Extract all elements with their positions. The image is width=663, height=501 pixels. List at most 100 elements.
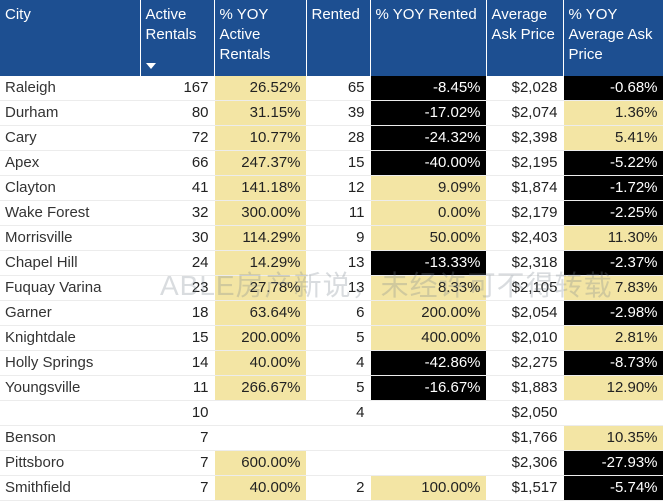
cell-active-rentals: 24 [140, 250, 215, 276]
table-row[interactable]: Benson 7 $1,766 10.35% [0, 425, 663, 451]
cell-yoy-average-ask-price [563, 400, 663, 426]
cell-active-rentals: 30 [140, 225, 215, 251]
cell-yoy-active-rentals [214, 400, 307, 426]
cell-city [0, 400, 141, 426]
cell-yoy-rented [370, 400, 487, 426]
cell-yoy-rented: 9.09% [370, 175, 487, 201]
cell-active-rentals: 32 [140, 200, 215, 226]
header-rented[interactable]: Rented [306, 0, 371, 76]
table-row[interactable]: Knightdale 15 200.00% 5 400.00% $2,010 2.81% [0, 325, 663, 351]
cell-rented: 13 [306, 250, 371, 276]
cell-active-rentals: 72 [140, 125, 215, 151]
table-row[interactable]: Smithfield 7 40.00% 2 100.00% $1,517 -5.74% [0, 475, 663, 501]
cell-yoy-average-ask-price: -2.37% [563, 250, 663, 276]
cell-yoy-active-rentals: 63.64% [214, 300, 307, 326]
table-row[interactable]: Durham 80 31.15% 39 -17.02% $2,074 1.36% [0, 100, 663, 126]
cell-yoy-average-ask-price: -2.98% [563, 300, 663, 326]
cell-rented: 4 [306, 400, 371, 426]
header-row: City Active Rentals % YOY Active Rentals… [0, 0, 663, 76]
cell-city: Garner [0, 300, 141, 326]
cell-city: Smithfield [0, 475, 141, 501]
cell-rented: 6 [306, 300, 371, 326]
cell-average-ask-price: $2,050 [486, 400, 564, 426]
cell-average-ask-price: $2,403 [486, 225, 564, 251]
header-yoy-average-ask-price[interactable]: % YOY Average Ask Price [563, 0, 663, 76]
cell-rented [306, 450, 371, 476]
table-row[interactable]: Youngsville 11 266.67% 5 -16.67% $1,883 12.90% [0, 375, 663, 401]
cell-city: Holly Springs [0, 350, 141, 376]
cell-rented: 4 [306, 350, 371, 376]
table-row[interactable]: Fuquay Varina 23 27.78% 13 8.33% $2,105 7.83% [0, 275, 663, 301]
header-yoy-active-rentals[interactable]: % YOY Active Rentals [214, 0, 307, 76]
cell-rented: 65 [306, 76, 371, 101]
cell-rented: 12 [306, 175, 371, 201]
cell-yoy-average-ask-price: 11.30% [563, 225, 663, 251]
cell-average-ask-price: $1,883 [486, 375, 564, 401]
cell-active-rentals: 11 [140, 375, 215, 401]
table-row[interactable]: Chapel Hill 24 14.29% 13 -13.33% $2,318 -2.37% [0, 250, 663, 276]
cell-city: Cary [0, 125, 141, 151]
table-row[interactable]: Clayton 41 141.18% 12 9.09% $1,874 -1.72% [0, 175, 663, 201]
cell-yoy-rented: -24.32% [370, 125, 487, 151]
header-active-rentals[interactable]: Active Rentals [140, 0, 215, 76]
cell-yoy-active-rentals: 247.37% [214, 150, 307, 176]
cell-yoy-active-rentals: 200.00% [214, 325, 307, 351]
table-row[interactable]: 10 4 $2,050 [0, 400, 663, 426]
cell-yoy-active-rentals: 27.78% [214, 275, 307, 301]
cell-yoy-rented: -8.45% [370, 76, 487, 101]
cell-yoy-rented: -16.67% [370, 375, 487, 401]
cell-active-rentals: 14 [140, 350, 215, 376]
cell-yoy-average-ask-price: 12.90% [563, 375, 663, 401]
cell-rented: 39 [306, 100, 371, 126]
cell-rented: 5 [306, 375, 371, 401]
table-row[interactable]: Wake Forest 32 300.00% 11 0.00% $2,179 -2.25% [0, 200, 663, 226]
cell-city: Knightdale [0, 325, 141, 351]
cell-rented: 5 [306, 325, 371, 351]
cell-yoy-average-ask-price: -2.25% [563, 200, 663, 226]
cell-average-ask-price: $2,074 [486, 100, 564, 126]
cell-yoy-active-rentals: 26.52% [214, 76, 307, 101]
cell-average-ask-price: $2,195 [486, 150, 564, 176]
cell-city: Chapel Hill [0, 250, 141, 276]
cell-city: Fuquay Varina [0, 275, 141, 301]
cell-city: Morrisville [0, 225, 141, 251]
table-row[interactable]: Garner 18 63.64% 6 200.00% $2,054 -2.98% [0, 300, 663, 326]
cell-yoy-rented: 400.00% [370, 325, 487, 351]
cell-yoy-rented: -42.86% [370, 350, 487, 376]
cell-yoy-average-ask-price: -0.68% [563, 76, 663, 101]
cell-yoy-rented: 200.00% [370, 300, 487, 326]
table-row[interactable]: Morrisville 30 114.29% 9 50.00% $2,403 11.30% [0, 225, 663, 251]
cell-city: Clayton [0, 175, 141, 201]
cell-yoy-active-rentals: 40.00% [214, 350, 307, 376]
cell-active-rentals: 66 [140, 150, 215, 176]
cell-yoy-active-rentals: 10.77% [214, 125, 307, 151]
cell-rented: 13 [306, 275, 371, 301]
cell-yoy-average-ask-price: -27.93% [563, 450, 663, 476]
cell-active-rentals: 15 [140, 325, 215, 351]
table-row[interactable]: Holly Springs 14 40.00% 4 -42.86% $2,275 -8.73… [0, 350, 663, 376]
cell-active-rentals: 18 [140, 300, 215, 326]
cell-average-ask-price: $2,028 [486, 76, 564, 101]
table-row[interactable]: Pittsboro 7 600.00% $2,306 -27.93% [0, 450, 663, 476]
table-row[interactable]: Raleigh 167 26.52% 65 -8.45% $2,028 -0.68% [0, 76, 663, 101]
cell-average-ask-price: $2,306 [486, 450, 564, 476]
cell-rented: 28 [306, 125, 371, 151]
cell-city: Benson [0, 425, 141, 451]
sort-descending-icon[interactable] [145, 63, 156, 69]
cell-city: Pittsboro [0, 450, 141, 476]
header-yoy-rented[interactable]: % YOY Rented [370, 0, 487, 76]
cell-city: Raleigh [0, 76, 141, 101]
cell-yoy-average-ask-price: -5.22% [563, 150, 663, 176]
cell-rented: 15 [306, 150, 371, 176]
cell-active-rentals: 7 [140, 475, 215, 501]
cell-yoy-active-rentals: 14.29% [214, 250, 307, 276]
table-row[interactable]: Apex 66 247.37% 15 -40.00% $2,195 -5.22% [0, 150, 663, 176]
header-city[interactable]: City [0, 0, 141, 76]
header-average-ask-price[interactable]: Average Ask Price [486, 0, 564, 76]
table-row[interactable]: Cary 72 10.77% 28 -24.32% $2,398 5.41% [0, 125, 663, 151]
cell-yoy-average-ask-price: 2.81% [563, 325, 663, 351]
cell-rented [306, 425, 371, 451]
cell-active-rentals: 10 [140, 400, 215, 426]
cell-city: Youngsville [0, 375, 141, 401]
